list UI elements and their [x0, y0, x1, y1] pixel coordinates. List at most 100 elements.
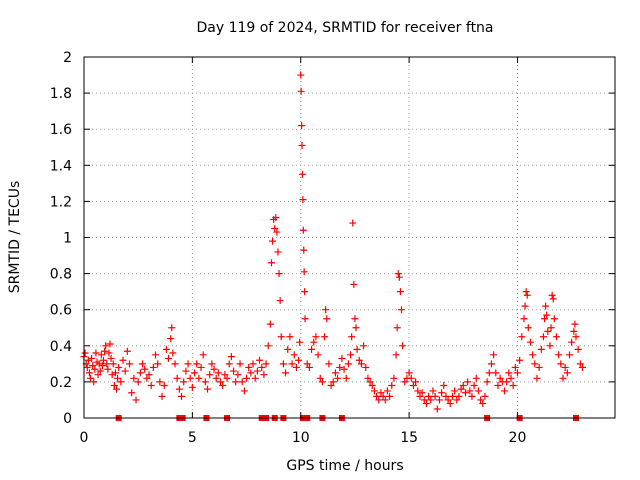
data-point [300, 246, 308, 254]
data-point [541, 315, 549, 323]
data-point [521, 302, 529, 310]
data-point [114, 374, 122, 382]
data-point [503, 378, 511, 386]
data-point [152, 351, 160, 359]
data-point [219, 382, 227, 390]
data-point [347, 351, 355, 359]
data-point [267, 259, 275, 267]
y-tick-label: 0.4 [50, 339, 72, 355]
data-point [348, 333, 356, 341]
data-point [92, 349, 100, 357]
data-point [414, 387, 422, 395]
data-point [256, 356, 264, 364]
data-point [236, 360, 244, 368]
data-point [407, 374, 415, 382]
data-point [158, 392, 166, 400]
data-point [276, 297, 284, 305]
data-point [412, 378, 420, 386]
data-point [464, 378, 472, 386]
data-point [269, 237, 277, 245]
data-point [288, 360, 296, 368]
data-point [448, 392, 456, 400]
data-point [516, 356, 524, 364]
data-point [401, 378, 409, 386]
y-tick-label: 1.6 [50, 122, 72, 138]
data-point [405, 369, 413, 377]
chart-title: Day 119 of 2024, SRMTID for receiver ftn… [196, 20, 493, 36]
data-point [353, 345, 361, 353]
data-point [571, 320, 579, 328]
data-point [274, 248, 282, 256]
data-point [468, 392, 476, 400]
data-point [297, 87, 305, 95]
data-point [301, 288, 309, 296]
data-point [225, 360, 233, 368]
data-point [141, 365, 149, 373]
y-tick-label: 1.4 [50, 158, 72, 174]
data-point [126, 360, 134, 368]
data-point [145, 371, 153, 379]
data-point [409, 382, 417, 390]
data-point [433, 405, 441, 413]
data-point [115, 363, 123, 371]
x-tick-label: 15 [400, 430, 418, 446]
plot-grid [84, 57, 615, 418]
data-point [277, 333, 285, 341]
data-point [310, 338, 318, 346]
x-tick-label: 20 [509, 430, 527, 446]
data-point [546, 342, 554, 350]
data-point [547, 324, 555, 332]
data-point [292, 363, 300, 371]
data-point [513, 369, 521, 377]
data-point [526, 338, 534, 346]
data-point [258, 363, 266, 371]
data-point [329, 378, 337, 386]
data-point [425, 392, 433, 400]
data-point [555, 351, 563, 359]
y-tick-label: 0.6 [50, 303, 72, 319]
data-point [393, 324, 401, 332]
data-point [117, 378, 125, 386]
data-point [523, 291, 531, 299]
data-point [368, 382, 376, 390]
data-point [214, 369, 222, 377]
data-point [184, 360, 192, 368]
data-point [386, 392, 394, 400]
data-point [561, 363, 569, 371]
data-point [113, 385, 121, 393]
data-point [160, 382, 168, 390]
data-point [119, 356, 127, 364]
data-point [305, 363, 313, 371]
data-point [300, 268, 308, 276]
y-tick-label: 1 [63, 231, 72, 247]
data-point [327, 382, 335, 390]
data-point [477, 396, 485, 404]
data-point [472, 374, 480, 382]
data-point [108, 371, 116, 379]
data-point [362, 363, 370, 371]
data-point [178, 392, 186, 400]
x-tick-label: 5 [188, 430, 197, 446]
data-point [334, 374, 342, 382]
axis-ticks [83, 56, 615, 419]
data-point [234, 371, 242, 379]
data-point [427, 396, 435, 404]
data-point [175, 385, 183, 393]
data-point [392, 351, 400, 359]
data-point [325, 360, 333, 368]
data-point [208, 360, 216, 368]
data-point [111, 369, 119, 377]
data-point [418, 389, 426, 397]
data-point [563, 369, 571, 377]
data-point [479, 400, 487, 408]
data-point [395, 273, 403, 281]
data-point [169, 349, 177, 357]
data-point [539, 333, 547, 341]
data-point [500, 387, 508, 395]
data-point [453, 396, 461, 404]
data-point [85, 369, 93, 377]
data-point [522, 288, 530, 296]
data-point [149, 363, 157, 371]
data-point [180, 378, 188, 386]
